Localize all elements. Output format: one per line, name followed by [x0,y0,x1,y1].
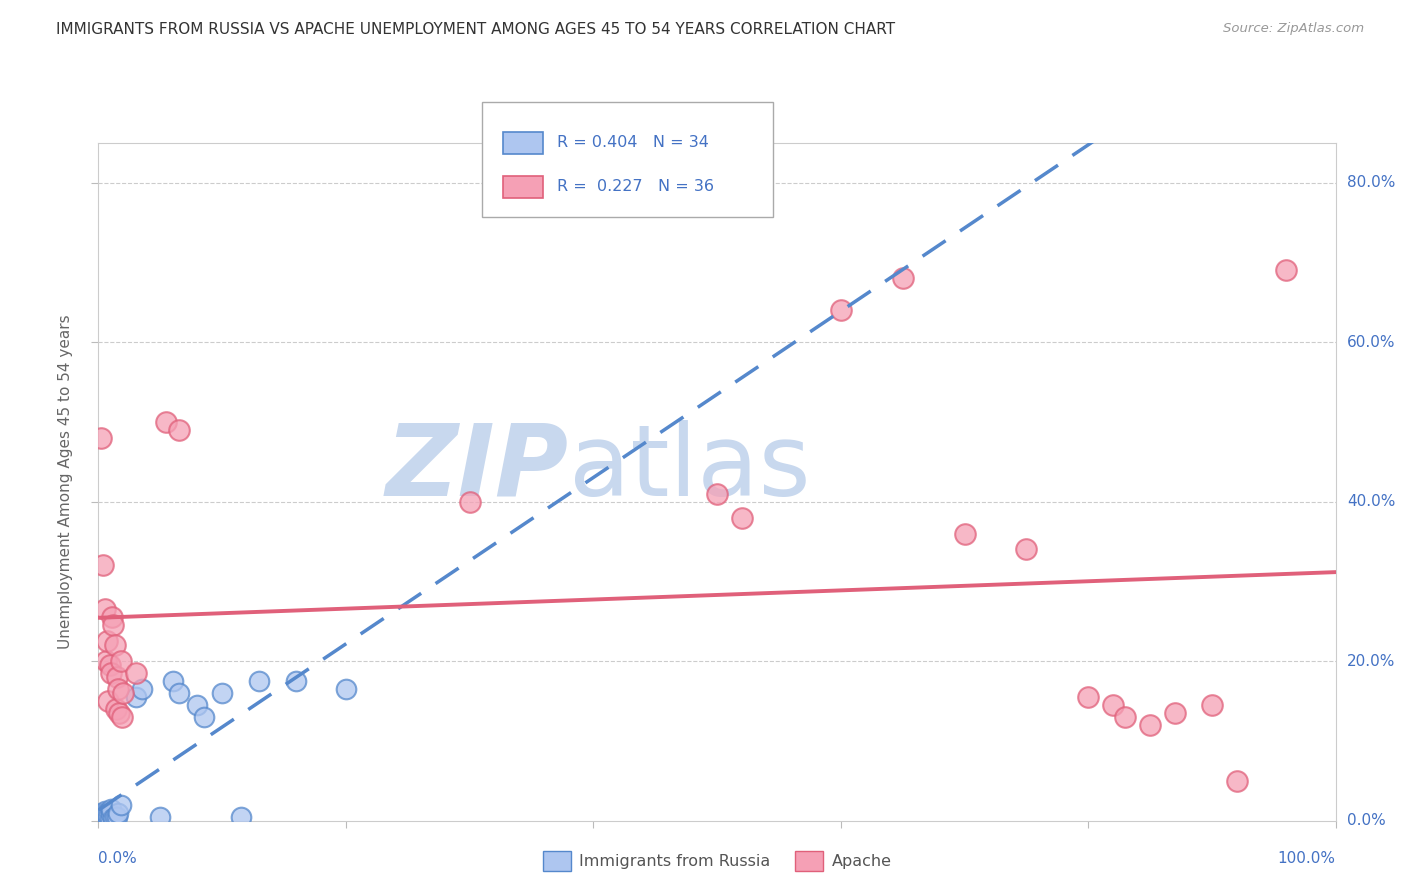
Point [167,686,190,700]
Point [93,811,115,825]
Text: Source: ZipAtlas.com: Source: ZipAtlas.com [1223,22,1364,36]
Point [186,698,208,712]
Point [107,805,129,820]
Point [100,666,122,681]
Point [1164,706,1187,720]
Point [1226,773,1249,788]
Point [103,811,125,825]
Text: ZIP: ZIP [385,419,568,516]
Text: R =  0.227   N = 36: R = 0.227 N = 36 [557,179,714,194]
Point [91,805,114,820]
Point [731,510,754,524]
Point [94,810,117,824]
Point [285,674,308,689]
Point [105,670,128,684]
Point [107,681,129,696]
Point [100,807,122,822]
Point [104,702,127,716]
Point [1139,718,1161,732]
Point [98,811,121,825]
Point [706,486,728,500]
Point [93,810,115,824]
Point [1015,542,1038,557]
Point [1077,690,1099,704]
Point [94,654,117,668]
Point [891,271,914,285]
Point [110,797,132,812]
Text: 0.0%: 0.0% [98,851,138,866]
Point [193,710,215,724]
FancyBboxPatch shape [503,132,543,153]
Point [97,694,120,708]
Text: 80.0%: 80.0% [1347,175,1395,190]
Point [155,415,177,429]
Point [89,810,111,824]
Point [953,526,976,541]
Text: 100.0%: 100.0% [1278,851,1336,866]
Point [167,423,190,437]
Text: 0.0%: 0.0% [1347,814,1385,828]
Point [93,602,115,616]
Point [98,658,121,673]
Text: 40.0%: 40.0% [1347,494,1395,509]
Text: 20.0%: 20.0% [1347,654,1395,669]
Point [100,802,122,816]
Point [131,681,153,696]
Point [108,706,131,720]
Text: atlas: atlas [568,419,810,516]
Point [90,810,112,824]
Text: 60.0%: 60.0% [1347,334,1395,350]
Point [91,811,114,825]
Y-axis label: Unemployment Among Ages 45 to 54 years: Unemployment Among Ages 45 to 54 years [58,314,73,649]
Point [90,431,112,445]
Point [111,710,134,724]
Point [335,681,357,696]
Point [103,638,125,652]
Point [124,666,146,681]
Point [103,810,125,824]
Point [229,810,252,824]
Point [1275,263,1298,277]
Point [247,674,270,689]
Point [96,811,118,825]
Point [124,690,146,704]
Point [1102,698,1125,712]
Point [1114,710,1136,724]
Text: R = 0.404   N = 34: R = 0.404 N = 34 [557,136,709,150]
Point [101,610,124,624]
Point [97,810,120,824]
Point [458,494,481,508]
Point [162,674,184,689]
Point [211,686,233,700]
Point [96,634,118,648]
Point [110,654,132,668]
Point [103,618,125,632]
Text: IMMIGRANTS FROM RUSSIA VS APACHE UNEMPLOYMENT AMONG AGES 45 TO 54 YEARS CORRELAT: IMMIGRANTS FROM RUSSIA VS APACHE UNEMPLO… [56,22,896,37]
Point [90,807,112,822]
Point [149,810,172,824]
FancyBboxPatch shape [503,176,543,198]
Point [93,804,115,818]
Point [94,805,117,820]
Point [830,303,852,318]
Point [93,558,115,573]
Point [105,810,128,824]
Point [93,807,115,822]
FancyBboxPatch shape [482,102,773,218]
Point [96,807,118,822]
Legend: Immigrants from Russia, Apache: Immigrants from Russia, Apache [536,845,898,877]
Point [112,686,135,700]
Point [1201,698,1223,712]
